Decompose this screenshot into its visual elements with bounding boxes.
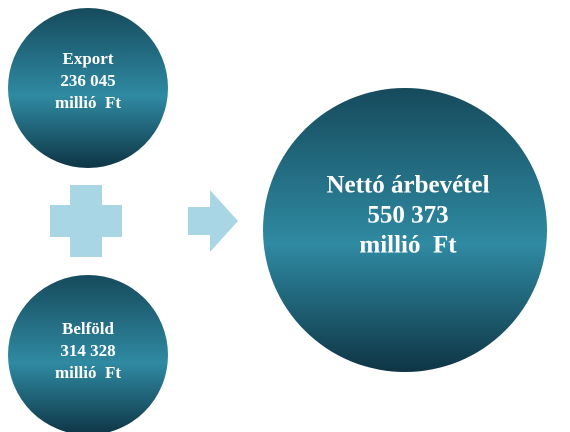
node-label: Export [63, 49, 114, 68]
node-value: 236 045 [60, 71, 115, 90]
plus-icon [50, 185, 122, 257]
node-value: 550 373 [367, 202, 448, 229]
node-label: Nettó árbevétel [326, 172, 489, 199]
arrow-icon [188, 190, 238, 252]
node-unit: millió Ft [55, 93, 121, 112]
node-unit: millió Ft [359, 232, 457, 259]
node-label: Belföld [62, 319, 114, 338]
domestic-circle [8, 275, 168, 432]
node-value: 314 328 [60, 341, 115, 360]
total-circle [263, 88, 547, 372]
node-unit: millió Ft [55, 363, 121, 382]
export-circle [8, 8, 168, 168]
